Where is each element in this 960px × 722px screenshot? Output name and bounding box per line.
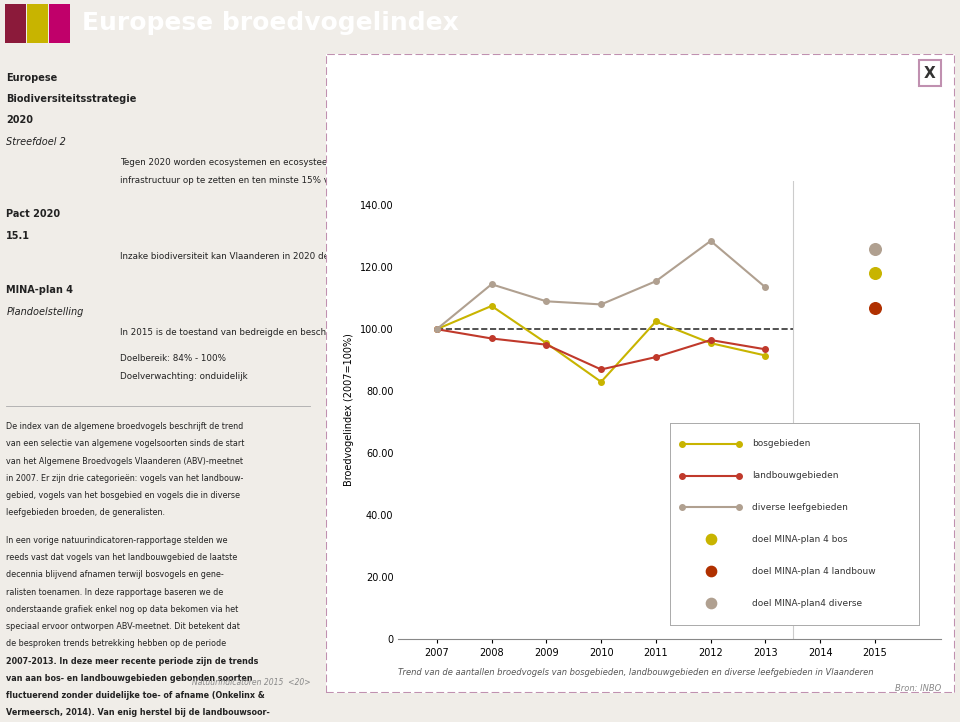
Text: in 2007. Er zijn drie categorieën: vogels van het landbouw-: in 2007. Er zijn drie categorieën: vogel… (7, 474, 244, 483)
Text: reeds vast dat vogels van het landbouwgebied de laatste: reeds vast dat vogels van het landbouwge… (7, 553, 237, 562)
Text: doel MINA-plan4 diverse: doel MINA-plan4 diverse (752, 599, 862, 607)
Text: Trend van de aantallen broedvogels van bosgebieden, landbouwgebieden en diverse : Trend van de aantallen broedvogels van b… (398, 668, 874, 677)
Y-axis label: Broedvogelindex (2007=100%): Broedvogelindex (2007=100%) (345, 334, 354, 486)
Point (703, 565, 718, 577)
Text: 2020: 2020 (7, 116, 34, 126)
Point (868, 302, 883, 313)
Bar (49, 4, 70, 43)
Text: Doelbereik: 84% - 100%: Doelbereik: 84% - 100% (120, 355, 227, 363)
Text: De index van de algemene broedvogels beschrijft de trend: De index van de algemene broedvogels bes… (7, 422, 244, 431)
Text: MINA-plan 4: MINA-plan 4 (7, 285, 73, 295)
Text: van een selectie van algemene vogelsoorten sinds de start: van een selectie van algemene vogelsoort… (7, 440, 245, 448)
Text: fluctuerend zonder duidelijke toe- of afname (Onkelinx &: fluctuerend zonder duidelijke toe- of af… (7, 691, 265, 700)
Text: 2007-2013. In deze meer recente periode zijn de trends: 2007-2013. In deze meer recente periode … (7, 657, 258, 666)
Text: gebied, vogels van het bosgebied en vogels die in diverse: gebied, vogels van het bosgebied en voge… (7, 491, 240, 500)
Point (703, 534, 718, 545)
Text: diverse leefgebieden: diverse leefgebieden (752, 503, 848, 512)
Text: Europese broedvogelindex: Europese broedvogelindex (82, 12, 458, 35)
Text: In 2015 is de toestand van bedreigde en beschermde soortengroepen verbeterd: + 1: In 2015 is de toestand van bedreigde en … (120, 328, 585, 336)
Text: In een vorige natuurindicatoren-rapportage stelden we: In een vorige natuurindicatoren-rapporta… (7, 536, 228, 545)
Text: 15.1: 15.1 (7, 230, 31, 240)
Text: ralisten toenamen. In deze rapportage baseren we de: ralisten toenamen. In deze rapportage ba… (7, 588, 224, 596)
Text: speciaal ervoor ontworpen ABV-meetnet. Dit betekent dat: speciaal ervoor ontworpen ABV-meetnet. D… (7, 622, 240, 631)
Text: de besproken trends betrekking hebben op de periode: de besproken trends betrekking hebben op… (7, 640, 227, 648)
Text: Natuurindicatoren 2015  <20>: Natuurindicatoren 2015 <20> (192, 678, 310, 687)
Text: van het Algemene Broedvogels Vlaanderen (ABV)-meetnet: van het Algemene Broedvogels Vlaanderen … (7, 457, 243, 466)
Text: Biodiversiteitsstrategie: Biodiversiteitsstrategie (7, 95, 136, 105)
Text: Streefdoel 2: Streefdoel 2 (7, 136, 66, 147)
Text: Vermeersch, 2014). Van enig herstel bij de landbouwsoor-: Vermeersch, 2014). Van enig herstel bij … (7, 708, 270, 718)
Text: Pact 2020: Pact 2020 (7, 209, 60, 219)
Text: Inzake biodiversiteit kan Vlaanderen in 2020 de vergelijking met de Europese eco: Inzake biodiversiteit kan Vlaanderen in … (120, 251, 588, 261)
Text: landbouwgebieden: landbouwgebieden (752, 471, 838, 480)
Text: bosgebieden: bosgebieden (752, 439, 810, 448)
Text: X: X (924, 66, 936, 81)
Text: leefgebieden broeden, de generalisten.: leefgebieden broeden, de generalisten. (7, 508, 165, 518)
Bar (27, 4, 48, 43)
Bar (5, 4, 26, 43)
Text: Plandoelstelling: Plandoelstelling (7, 307, 84, 316)
Text: doel MINA-plan 4 bos: doel MINA-plan 4 bos (752, 535, 848, 544)
Text: van aan bos- en landbouwgebieden gebonden soorten: van aan bos- en landbouwgebieden gebonde… (7, 674, 253, 683)
Text: infrastructuur op te zetten en ten minste 15% van de aangetaste ecosystemen te h: infrastructuur op te zetten en ten minst… (120, 175, 570, 185)
Text: Europese: Europese (7, 74, 58, 83)
Point (703, 597, 718, 609)
Point (868, 268, 883, 279)
Text: decennia blijvend afnamen terwijl bosvogels en gene-: decennia blijvend afnamen terwijl bosvog… (7, 570, 224, 580)
Text: Doelverwachting: onduidelijk: Doelverwachting: onduidelijk (120, 373, 248, 381)
Text: doel MINA-plan 4 landbouw: doel MINA-plan 4 landbouw (752, 567, 876, 575)
Text: Tegen 2020 worden ecosystemen en ecosysteemdiensten gehandhaafd en verbeterd doo: Tegen 2020 worden ecosystemen en ecosyst… (120, 157, 550, 167)
Text: onderstaande grafiek enkel nog op data bekomen via het: onderstaande grafiek enkel nog op data b… (7, 605, 239, 614)
Point (868, 243, 883, 254)
Text: Bron: INBO: Bron: INBO (895, 684, 941, 692)
